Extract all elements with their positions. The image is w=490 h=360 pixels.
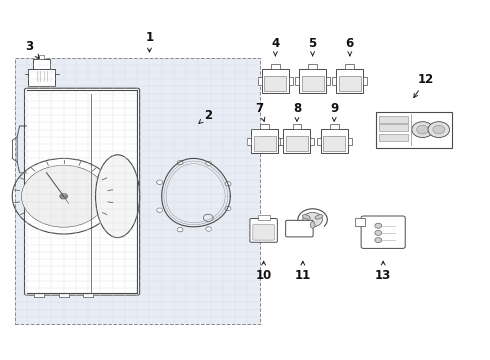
Bar: [326, 77, 330, 85]
Bar: [15, 58, 260, 324]
Bar: [59, 293, 69, 297]
Bar: [278, 138, 282, 145]
FancyBboxPatch shape: [253, 225, 274, 240]
Circle shape: [22, 165, 106, 227]
Text: 8: 8: [293, 102, 301, 121]
Bar: [339, 76, 361, 91]
Bar: [295, 77, 299, 85]
Bar: [283, 129, 311, 153]
Bar: [376, 112, 452, 148]
Bar: [332, 77, 336, 85]
Circle shape: [206, 227, 212, 231]
Bar: [258, 77, 262, 85]
Text: 1: 1: [146, 31, 153, 52]
Bar: [363, 77, 368, 85]
Bar: [247, 138, 251, 145]
Bar: [286, 136, 308, 151]
Bar: [348, 138, 352, 145]
Bar: [251, 129, 278, 153]
Ellipse shape: [310, 222, 315, 228]
Text: 7: 7: [256, 102, 265, 121]
Text: 2: 2: [199, 109, 212, 123]
Bar: [262, 69, 289, 93]
Ellipse shape: [315, 215, 323, 219]
Bar: [321, 129, 348, 153]
Bar: [258, 215, 270, 220]
Circle shape: [375, 223, 382, 228]
Bar: [336, 69, 364, 93]
Bar: [345, 64, 354, 69]
FancyBboxPatch shape: [33, 59, 50, 69]
Bar: [299, 69, 326, 93]
Ellipse shape: [96, 155, 140, 238]
Bar: [15, 58, 260, 324]
Bar: [302, 76, 324, 91]
Circle shape: [225, 206, 231, 211]
FancyBboxPatch shape: [28, 69, 55, 86]
Bar: [279, 138, 283, 145]
Bar: [34, 293, 44, 297]
Bar: [39, 55, 44, 59]
Circle shape: [433, 125, 444, 134]
Text: 12: 12: [414, 73, 435, 98]
Circle shape: [375, 238, 382, 243]
Circle shape: [225, 182, 231, 186]
Text: 9: 9: [330, 102, 338, 121]
Bar: [378, 116, 408, 123]
Circle shape: [177, 161, 183, 165]
Circle shape: [416, 125, 429, 134]
Bar: [330, 125, 339, 130]
Text: 5: 5: [309, 37, 317, 56]
Bar: [378, 124, 408, 131]
Circle shape: [412, 122, 433, 138]
Bar: [355, 218, 365, 226]
Circle shape: [428, 122, 450, 138]
Circle shape: [60, 193, 68, 199]
Bar: [260, 125, 269, 130]
Bar: [378, 134, 408, 141]
Ellipse shape: [302, 215, 310, 219]
Bar: [254, 136, 276, 151]
Circle shape: [303, 212, 322, 227]
Bar: [289, 77, 293, 85]
Text: 10: 10: [255, 261, 272, 282]
Bar: [293, 125, 301, 130]
Circle shape: [177, 228, 183, 232]
Bar: [317, 138, 321, 145]
Text: 4: 4: [271, 37, 279, 56]
Circle shape: [157, 208, 163, 212]
Bar: [311, 138, 315, 145]
Bar: [308, 64, 317, 69]
Text: 6: 6: [346, 37, 354, 56]
Bar: [323, 136, 345, 151]
Circle shape: [157, 180, 163, 184]
Circle shape: [206, 161, 212, 166]
FancyBboxPatch shape: [286, 220, 313, 237]
Text: 13: 13: [375, 261, 392, 282]
Text: 11: 11: [294, 261, 311, 282]
FancyBboxPatch shape: [361, 216, 405, 248]
FancyBboxPatch shape: [250, 219, 277, 242]
Bar: [271, 64, 280, 69]
Bar: [265, 76, 287, 91]
Bar: [83, 293, 93, 297]
Text: 3: 3: [25, 40, 39, 58]
FancyBboxPatch shape: [24, 88, 140, 295]
Circle shape: [375, 230, 382, 235]
